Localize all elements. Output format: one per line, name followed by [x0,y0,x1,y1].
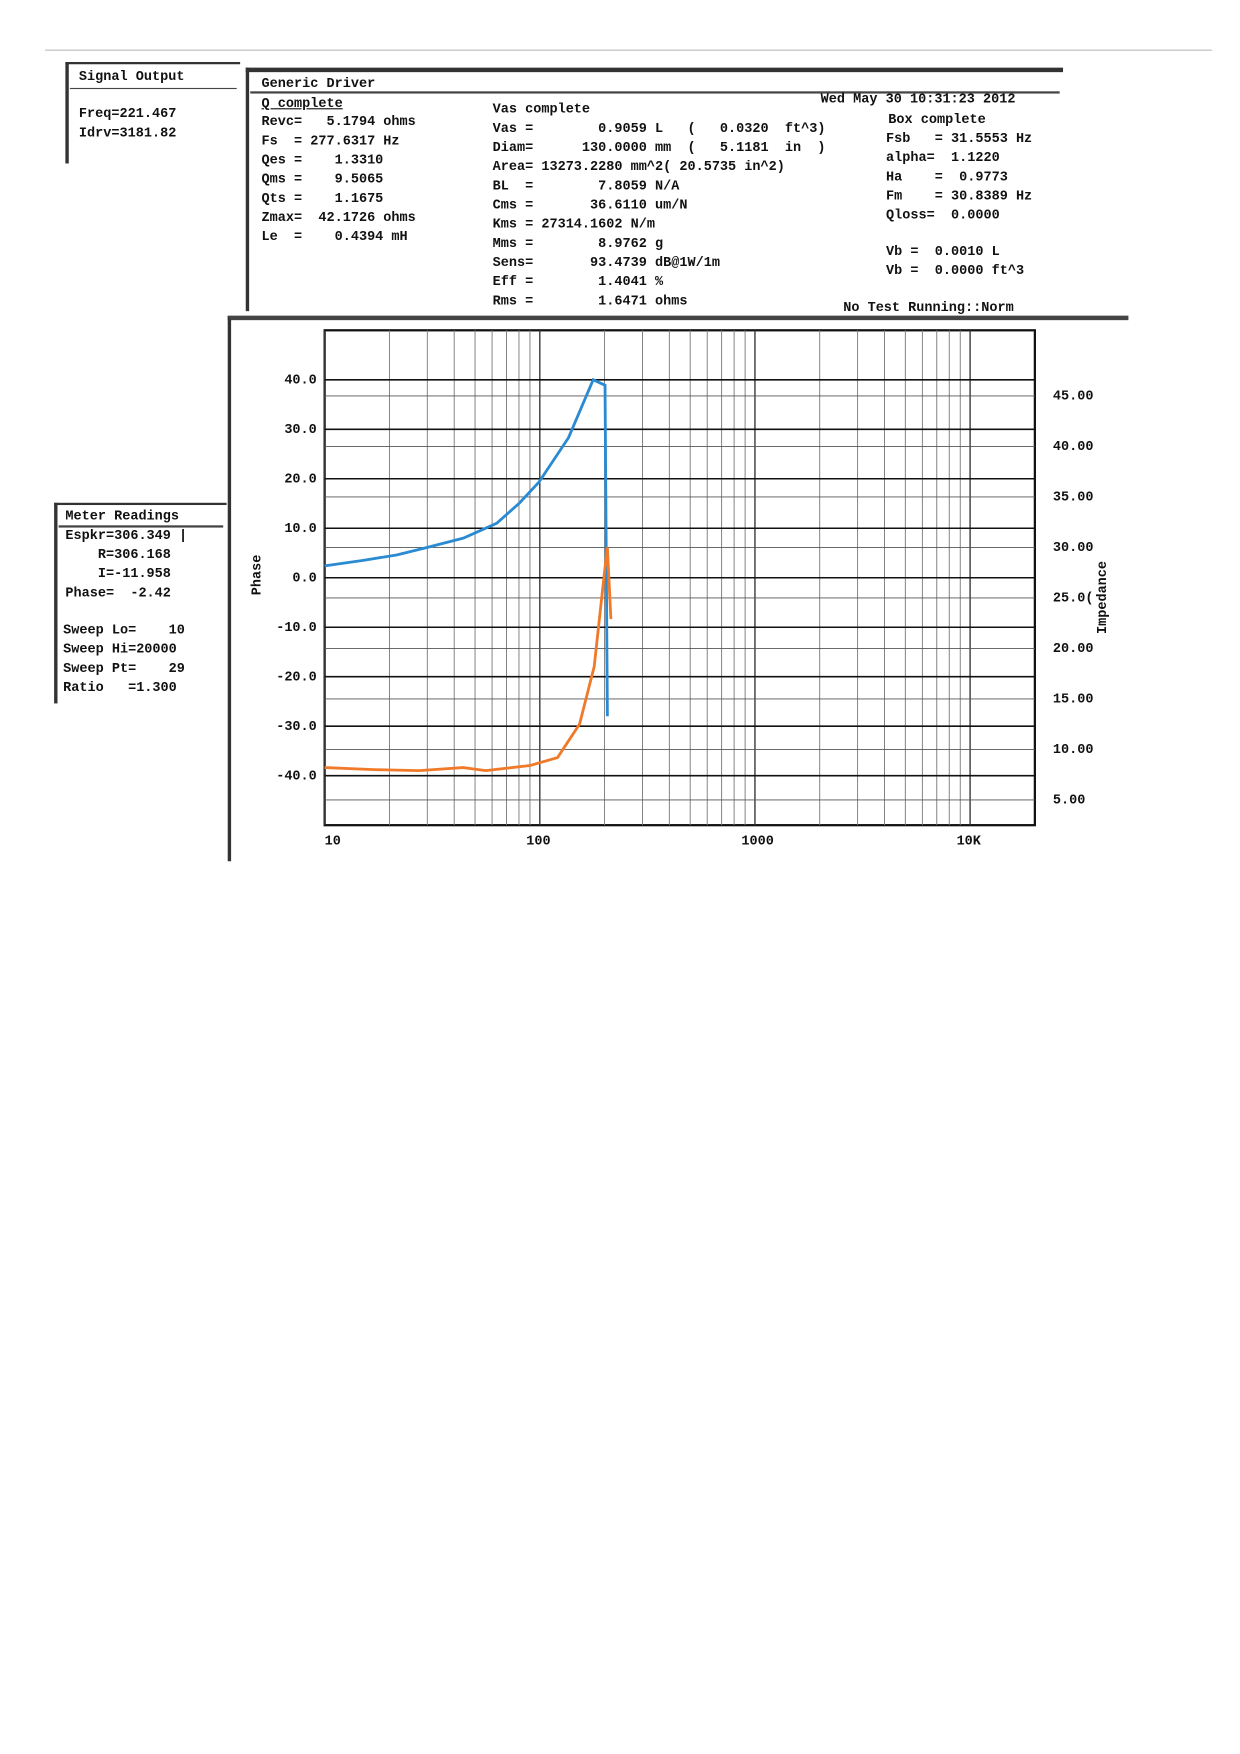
timestamp: Wed May 30 10:31:23 2012 [820,91,1016,108]
reading: Sweep Hi=20000 [63,641,177,658]
parameter: Vb = 0.0010 L [886,243,1000,260]
reading: Ratio =1.300 [63,679,177,696]
reading: Sweep Pt= 29 [63,660,185,677]
y2-tick-label: 40.00 [1053,440,1094,455]
y2-tick-label: 15.00 [1053,693,1094,708]
y-tick-label: 20.0 [284,472,316,487]
x-tick-label: 1000 [741,835,773,850]
parameter: Sens= 93.4739 dB@1W/1m [492,254,720,271]
series-line [324,547,613,773]
parameter: alpha= 1.1220 [886,149,1000,166]
reading: Sweep Lo= 10 [63,622,185,639]
meter-panel [54,502,227,704]
reading: R=306.168 [65,546,171,563]
parameter: Vb = 0.0000 ft^3 [886,262,1025,279]
signal-output-panel [65,62,241,164]
parameter: Ha = 0.9773 [886,169,1008,185]
panel-title: Generic Driver [261,75,376,92]
y2-axis-title: Impedance [1096,561,1111,634]
panel-rule [69,87,237,90]
y2-tick-label: 25.0( [1053,592,1094,607]
parameter: Rms = 1.6471 ohms [492,293,688,309]
parameter: Qes = 1.3310 [261,152,384,168]
parameter: Qms = 9.5065 [261,171,384,188]
y-tick-label: -10.0 [276,621,317,636]
reading: Espkr=306.349 | [65,527,188,544]
y-axis-title: Phase [251,555,266,596]
panel-title: Signal Output [78,68,185,85]
parameter: Fs = 277.6317 Hz [261,133,400,149]
parameter: Mms = 8.9762 g [492,235,664,252]
y-tick-label: 30.0 [284,423,316,438]
parameter: Zmax= 42.1726 ohms [261,209,416,226]
parameter: Fsb = 31.5553 Hz [886,130,1033,147]
reading: Freq=221.467 [78,105,177,122]
panel-rule [250,91,1060,94]
chart: 10 100 1000 10K 40.0 30.0 20.0 10.0 0.0 -10.0 -20.… [251,329,1111,850]
series-line [324,377,609,717]
chart-panel [227,315,1129,862]
parameter: Vas = 0.9059 L ( 0.0320 ft^3) [492,120,826,137]
y-tick-label: 0.0 [292,571,316,586]
parameter: BL = 7.8059 N/A [492,178,680,194]
y2-tick-label: 5.00 [1053,794,1085,809]
section-title: Vas complete [492,101,591,118]
y2-tick-label: 20.00 [1053,642,1094,657]
x-tick-label: 100 [526,835,550,850]
parameter: Revc= 5.1794 ohms [261,113,416,130]
panel-title: Meter Readings [65,508,180,525]
parameter: Le = 0.4394 mH [261,228,408,245]
reading: Idrv=3181.82 [78,125,177,141]
y2-tick-label: 30.00 [1053,541,1094,556]
x-tick-label: 10 [325,835,341,850]
y-tick-label: -40.0 [276,769,317,784]
y-tick-label: 10.0 [284,522,316,537]
parameter: Qloss= 0.0000 [886,207,1000,224]
parameter: Diam= 130.0000 mm ( 5.1181 in ) [492,139,826,156]
scan-edge [45,49,1212,51]
driver-panel [245,67,1064,312]
parameter: Cms = 36.6110 um/N [492,197,688,214]
x-tick-label: 10K [957,835,982,850]
section-title: Box complete [888,111,986,128]
parameter: Area= 13273.2280 mm^2( 20.5735 in^2) [492,158,785,175]
status: No Test Running::Norm [843,299,1014,316]
parameter: Eff = 1.4041 % [492,273,664,290]
y-tick-label: -20.0 [276,670,317,685]
parameter: Kms = 27314.1602 N/m [492,216,655,233]
reading: I=-11.958 [65,565,171,582]
y-tick-label: -30.0 [276,720,317,735]
section-title: Q complete [261,95,343,112]
reading: Phase= -2.42 [65,585,171,601]
y2-tick-label: 10.00 [1053,743,1094,758]
panel-rule [58,525,224,528]
y2-tick-label: 45.00 [1053,390,1094,405]
y2-tick-label: 35.00 [1053,491,1094,506]
parameter: Qts = 1.1675 [261,190,384,207]
parameter: Fm = 30.8389 Hz [886,188,1033,205]
y-tick-label: 40.0 [284,373,316,388]
